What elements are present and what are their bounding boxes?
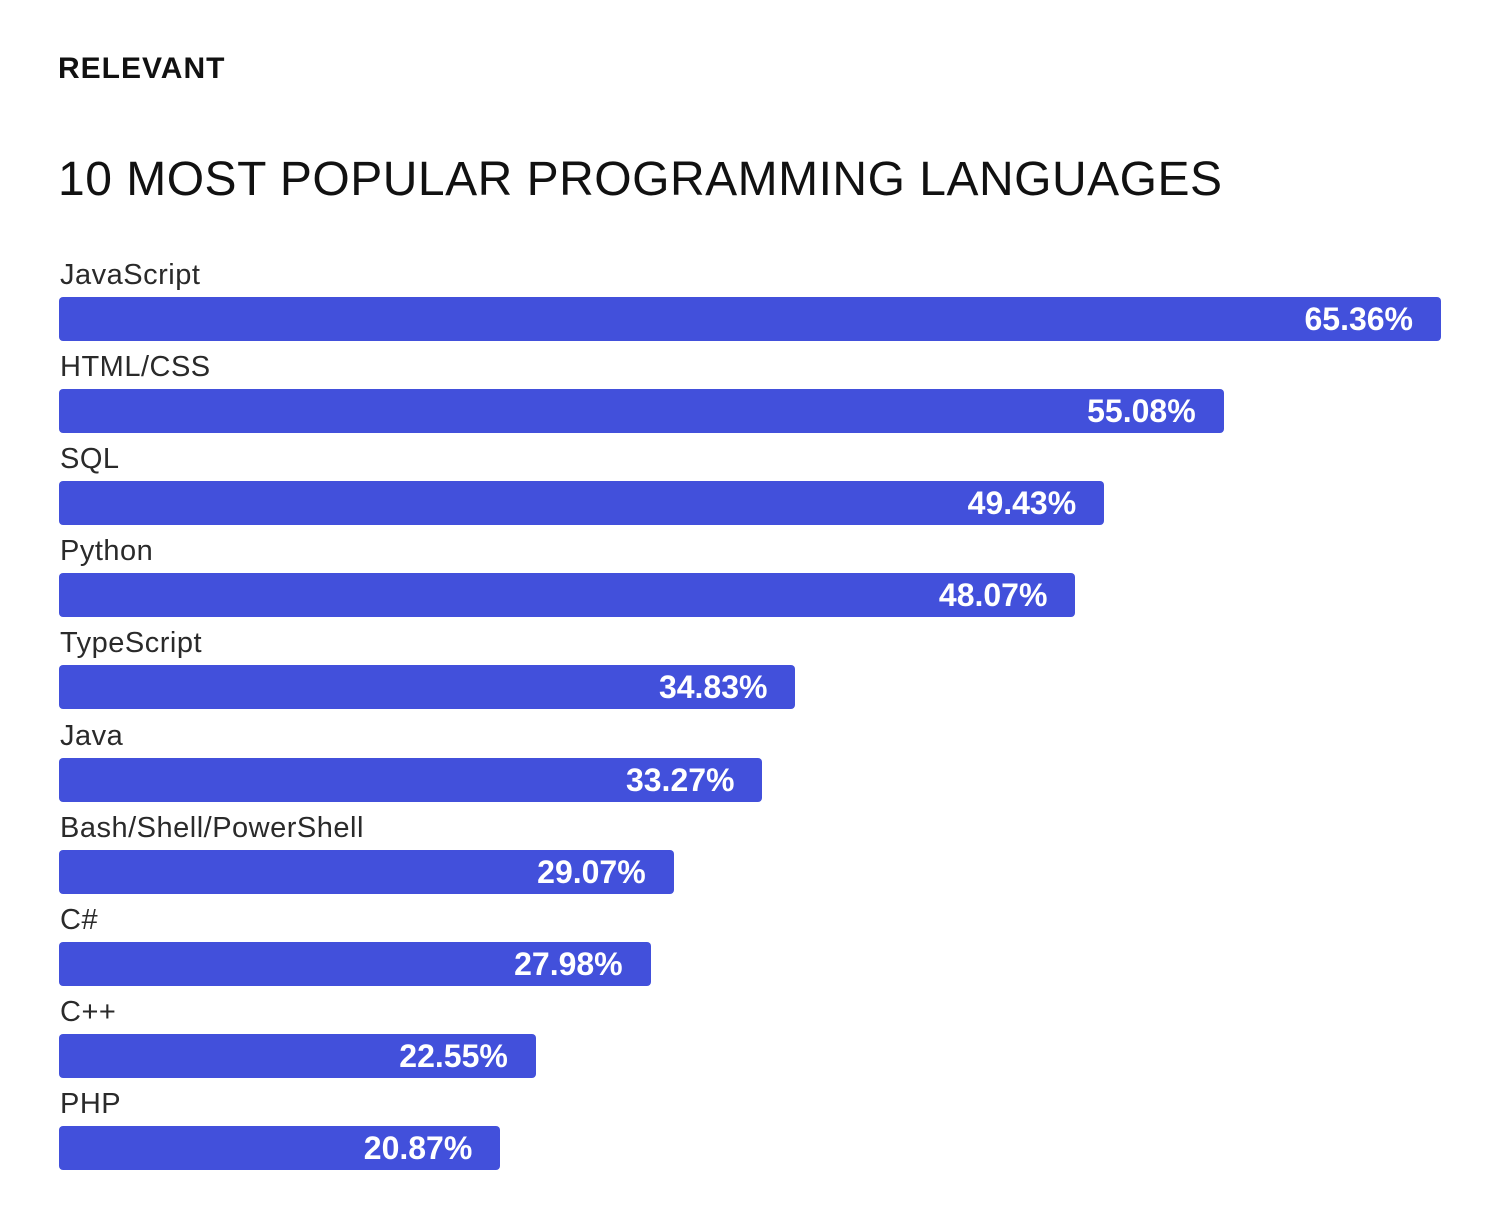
category-label: JavaScript: [60, 259, 201, 291]
bar: [59, 941, 651, 986]
bar: [59, 573, 1076, 618]
category-label: Python: [60, 535, 154, 568]
bar: [59, 757, 763, 802]
data-label: 65.36%: [1304, 301, 1413, 337]
category-label: Java: [60, 719, 124, 752]
data-label: 33.27%: [625, 761, 735, 798]
category-label: TypeScript: [60, 627, 202, 660]
data-label: 22.55%: [399, 1037, 508, 1074]
data-label: 27.98%: [514, 945, 623, 982]
category-label: SQL: [60, 443, 120, 476]
chart-title: 10 MOST POPULAR PROGRAMMING LANGUAGES: [58, 153, 1223, 206]
category-label: Bash/Shell/PowerShell: [60, 811, 364, 844]
bar: [59, 389, 1224, 434]
data-label: 34.83%: [658, 669, 768, 706]
bar: [59, 1125, 501, 1170]
relevant-logo: RELEVANT: [58, 52, 226, 85]
data-label: 49.43%: [967, 485, 1077, 522]
category-label: C++: [60, 995, 117, 1028]
bar: [59, 849, 674, 894]
bar: [59, 665, 796, 710]
category-label: HTML/CSS: [60, 351, 211, 384]
bar: [59, 481, 1105, 526]
category-label: C#: [60, 903, 99, 936]
category-label: PHP: [60, 1087, 122, 1120]
data-label: 55.08%: [1087, 393, 1196, 430]
bar: [59, 1033, 536, 1078]
bar: [59, 297, 1441, 341]
data-label: 20.87%: [363, 1129, 473, 1166]
data-label: 48.07%: [938, 577, 1048, 614]
data-label: 29.07%: [537, 853, 646, 890]
